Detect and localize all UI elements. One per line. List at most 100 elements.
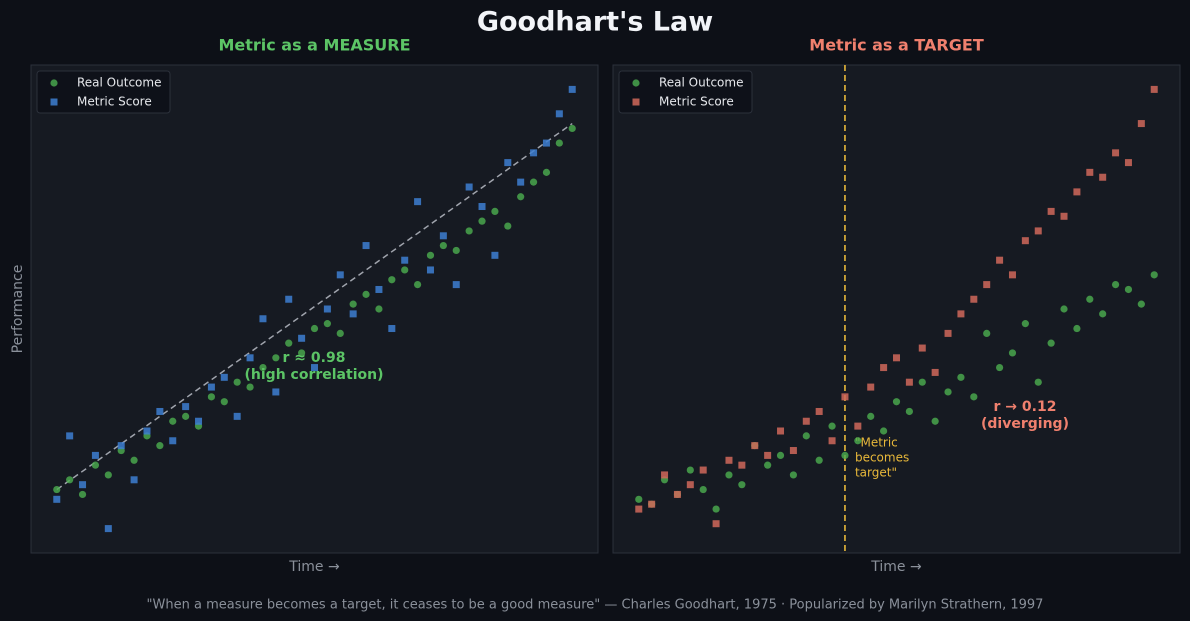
- data-point: [841, 393, 849, 401]
- annotation: (high correlation): [245, 367, 384, 383]
- data-point: [789, 471, 798, 479]
- data-point: [426, 251, 435, 259]
- data-point: [156, 442, 164, 450]
- caption: "When a measure becomes a target, it cea…: [147, 598, 1044, 613]
- data-point: [413, 281, 422, 289]
- data-point: [491, 207, 499, 215]
- data-point: [182, 403, 190, 411]
- data-point: [388, 276, 396, 284]
- data-point: [738, 481, 746, 489]
- data-point: [465, 183, 473, 191]
- data-point: [661, 471, 669, 479]
- data-point: [648, 500, 656, 508]
- data-point: [285, 295, 293, 303]
- data-point: [1073, 324, 1081, 333]
- data-point: [712, 505, 720, 513]
- data-point: [880, 427, 888, 435]
- plot-area: [612, 64, 1181, 554]
- data-point: [970, 295, 978, 303]
- y-axis-label: Performance: [10, 265, 26, 354]
- data-point: [802, 417, 810, 425]
- data-point: [1060, 305, 1068, 313]
- data-point: [712, 520, 720, 528]
- data-point: [530, 149, 538, 157]
- data-point: [725, 456, 733, 464]
- data-point: [802, 432, 810, 440]
- data-point: [298, 334, 306, 342]
- data-point: [104, 471, 112, 479]
- data-point: [931, 417, 939, 425]
- legend-label: Real Outcome: [77, 76, 161, 90]
- data-point: [207, 393, 216, 401]
- data-point: [426, 266, 434, 274]
- data-point: [272, 388, 280, 396]
- data-point: [1047, 207, 1055, 215]
- data-point: [452, 281, 460, 289]
- data-point: [555, 139, 563, 147]
- data-point: [156, 407, 164, 415]
- data-point: [529, 178, 538, 186]
- data-point: [892, 398, 901, 406]
- data-point: [91, 461, 100, 469]
- figure-title: Goodhart's Law: [477, 7, 713, 38]
- data-point: [867, 412, 875, 420]
- legend-marker: [50, 98, 58, 106]
- data-point: [375, 305, 383, 313]
- data-point: [336, 271, 344, 279]
- data-point: [918, 344, 926, 352]
- data-point: [323, 320, 331, 328]
- data-point: [323, 305, 331, 313]
- data-point: [555, 110, 563, 118]
- data-point: [970, 393, 978, 401]
- data-point: [1150, 271, 1158, 279]
- data-point: [130, 476, 138, 484]
- data-point: [957, 310, 965, 318]
- plot-area: [30, 64, 599, 554]
- data-point: [504, 159, 512, 167]
- data-point: [104, 525, 112, 533]
- data-point: [867, 383, 875, 391]
- data-point: [1060, 212, 1068, 220]
- data-point: [751, 442, 759, 450]
- legend-marker: [632, 98, 640, 106]
- data-point: [169, 437, 177, 445]
- data-point: [686, 466, 694, 474]
- data-point: [1111, 281, 1120, 289]
- data-point: [207, 383, 215, 391]
- data-point: [246, 354, 254, 362]
- data-point: [336, 329, 344, 337]
- data-point: [439, 232, 447, 240]
- data-point: [764, 461, 772, 469]
- data-point: [504, 222, 512, 230]
- data-point: [1086, 168, 1094, 176]
- data-point: [298, 349, 306, 357]
- data-point: [542, 139, 550, 147]
- data-point: [738, 461, 746, 469]
- data-point: [777, 427, 785, 435]
- data-point: [673, 490, 681, 498]
- data-point: [439, 241, 447, 250]
- data-point: [1086, 295, 1094, 303]
- data-point: [815, 407, 823, 415]
- data-point: [931, 368, 939, 376]
- legend-marker: [50, 79, 58, 87]
- data-point: [918, 378, 926, 386]
- data-point: [1137, 300, 1145, 308]
- data-point: [1073, 188, 1081, 196]
- data-point: [1124, 285, 1133, 294]
- data-point: [66, 432, 74, 440]
- data-point: [130, 456, 138, 464]
- data-point: [401, 266, 409, 274]
- data-point: [995, 363, 1004, 372]
- data-point: [517, 178, 525, 186]
- data-point: [841, 451, 849, 459]
- data-point: [478, 203, 486, 211]
- data-point: [517, 193, 525, 201]
- data-point: [169, 417, 177, 425]
- data-point: [1099, 173, 1107, 181]
- data-point: [983, 281, 991, 289]
- legend-marker: [632, 79, 640, 87]
- data-point: [983, 329, 991, 337]
- data-point: [349, 310, 357, 318]
